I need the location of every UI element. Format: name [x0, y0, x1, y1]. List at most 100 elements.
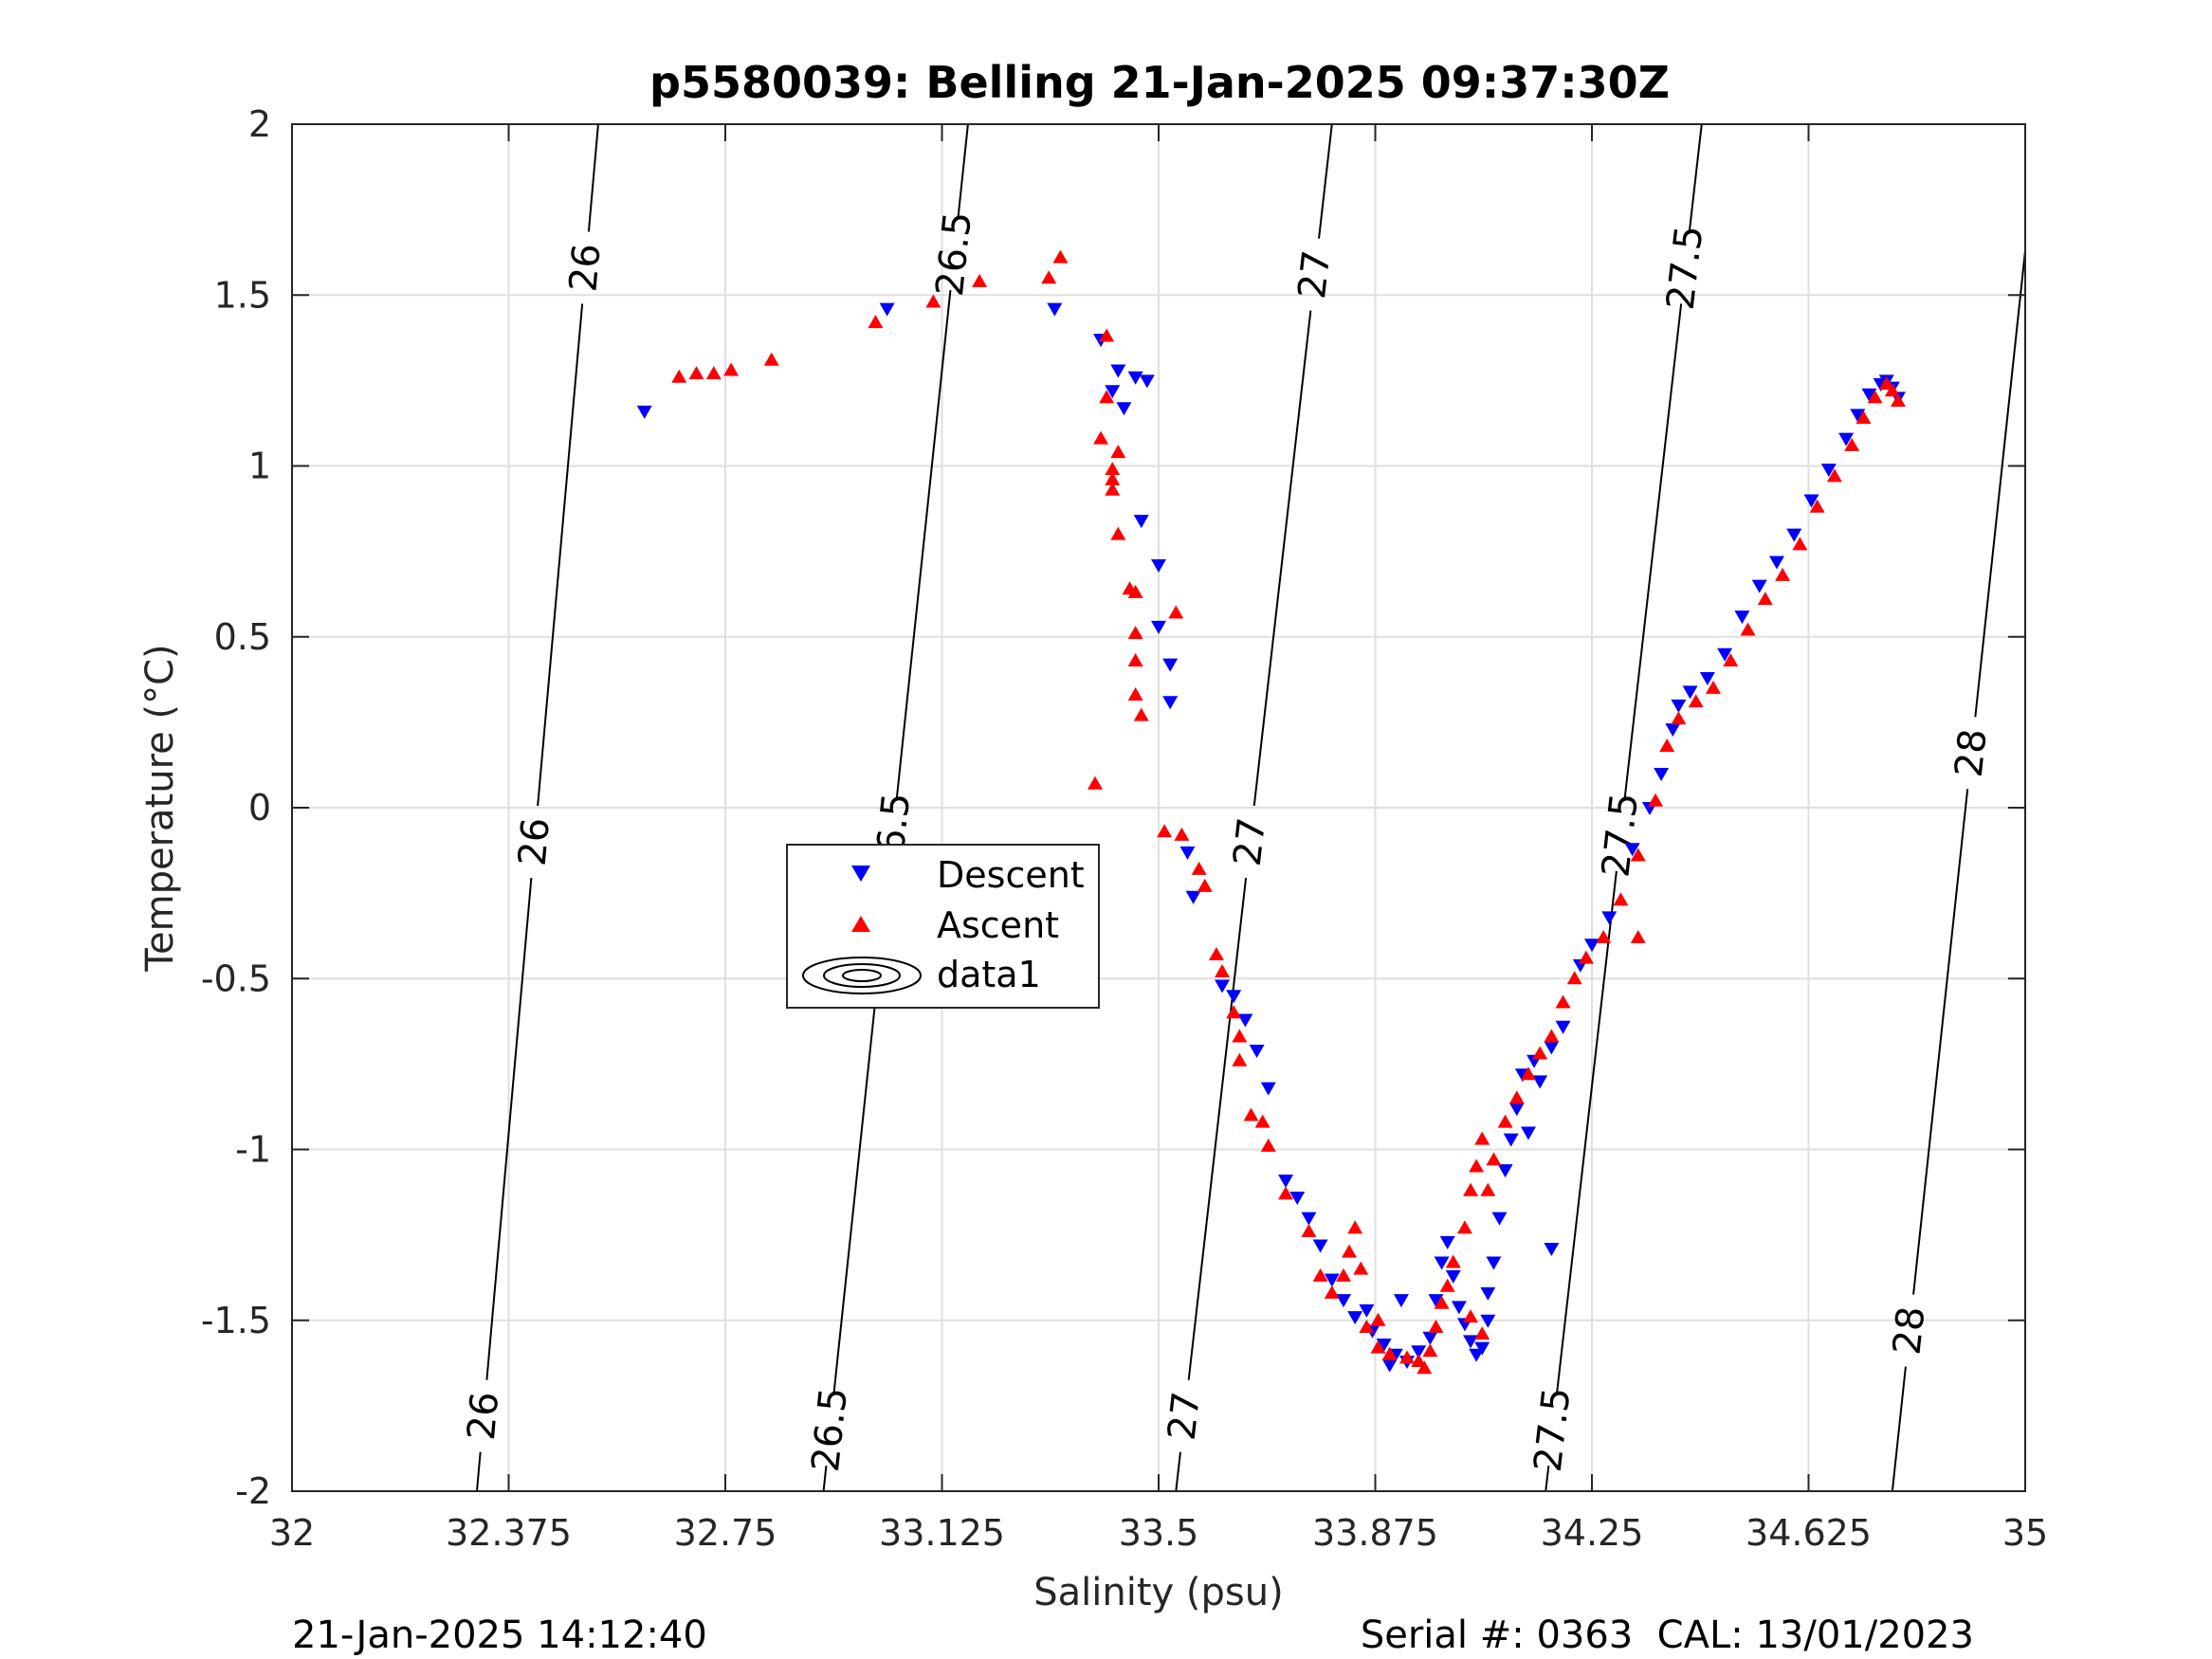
- descent-point: [636, 405, 652, 419]
- descent-point: [1508, 1103, 1525, 1117]
- descent-point: [1486, 1256, 1502, 1270]
- x-tick-label: 33.875: [1312, 1512, 1438, 1554]
- descent-point: [1768, 556, 1784, 570]
- ascent-point: [1480, 1182, 1496, 1196]
- descent-point: [1491, 1212, 1508, 1226]
- descent-point: [1786, 528, 1802, 542]
- descent-point: [1544, 1041, 1560, 1055]
- descent-point: [1480, 1314, 1496, 1328]
- isopycnal-line: [957, 123, 969, 219]
- ascent-point: [1474, 1131, 1490, 1145]
- descent-point: [1179, 846, 1196, 860]
- descent-point: [1717, 647, 1733, 662]
- y-tick-label: -1: [235, 1129, 271, 1171]
- x-tick-label: 32.375: [446, 1512, 572, 1554]
- ascent-point: [723, 362, 740, 376]
- descent-point: [1324, 1273, 1340, 1287]
- ascent-point: [1087, 775, 1103, 790]
- descent-point: [1654, 767, 1670, 781]
- ascent-point: [1532, 1046, 1548, 1060]
- isopycnal-label: 26.5: [804, 1385, 856, 1473]
- isopycnal-line: [485, 877, 533, 1380]
- ascent-point: [1508, 1090, 1525, 1104]
- ascent-point: [1105, 471, 1121, 485]
- descent-point: [1127, 371, 1143, 385]
- x-tick-label: 33.125: [879, 1512, 1005, 1554]
- descent-point: [1162, 658, 1179, 672]
- y-tick-label: -2: [235, 1470, 271, 1512]
- descent-point: [1312, 1239, 1328, 1253]
- isopycnal-line: [1688, 123, 1703, 232]
- y-tick-label: -0.5: [201, 957, 271, 999]
- x-tick-label: 32: [269, 1512, 315, 1554]
- ascent-point: [1497, 1114, 1513, 1128]
- ascent-point: [1359, 1319, 1375, 1333]
- descent-point: [1734, 611, 1750, 625]
- descent-point: [1463, 1335, 1479, 1349]
- descent-point: [1820, 464, 1837, 478]
- ascent-point: [1890, 393, 1906, 408]
- descent-point: [1439, 1235, 1455, 1249]
- ascent-point: [1740, 622, 1756, 636]
- descent-point: [1428, 1294, 1444, 1308]
- ascent-point: [1052, 249, 1069, 264]
- ascent-point: [1174, 827, 1190, 841]
- descent-point: [1215, 979, 1231, 994]
- isopycnal-line: [895, 289, 952, 799]
- isopycnal-line: [1974, 250, 2026, 718]
- isopycnal-label: 26: [561, 242, 609, 294]
- isopycnal-line: [1252, 310, 1312, 807]
- ascent-point: [1335, 1267, 1351, 1282]
- descent-point: [1532, 1075, 1548, 1089]
- ascent-point: [1208, 947, 1224, 961]
- chart-title: p5580039: Belling 21-Jan-2025 09:37:30Z: [649, 57, 1670, 108]
- footer-serial-cal: Serial #: 0363 CAL: 13/01/2023: [1361, 1613, 1974, 1657]
- descent-point: [1185, 890, 1201, 904]
- ascent-marker-icon: [851, 916, 870, 932]
- isopycnal-line: [1555, 870, 1618, 1395]
- ascent-point: [1127, 626, 1143, 640]
- ascent-point: [1630, 848, 1646, 862]
- ascent-point: [868, 315, 884, 329]
- isopycnal-line: [1187, 877, 1248, 1380]
- descent-point: [1584, 939, 1600, 953]
- ascent-point: [1191, 861, 1207, 875]
- descent-point: [1335, 1294, 1351, 1308]
- descent-marker-icon: [851, 866, 870, 882]
- isopycnal-line: [537, 303, 584, 807]
- y-tick-label: 0.5: [214, 616, 271, 658]
- ascent-point: [1445, 1254, 1461, 1268]
- ascent-point: [1324, 1285, 1340, 1299]
- descent-point: [1376, 1338, 1392, 1352]
- x-axis-label: Salinity (psu): [1033, 1571, 1283, 1614]
- ascent-point: [972, 273, 988, 287]
- ascent-point: [1878, 375, 1894, 390]
- ascent-point: [1463, 1182, 1479, 1196]
- x-tick-label: 32.75: [674, 1512, 777, 1554]
- ascent-point: [1093, 430, 1109, 445]
- descent-point: [1133, 515, 1149, 529]
- isopycnal-label: 28: [1947, 727, 1996, 780]
- ascent-point: [1260, 1138, 1276, 1152]
- ascent-point: [1456, 1220, 1472, 1234]
- descent-point: [1474, 1341, 1490, 1356]
- ascent-point: [925, 294, 941, 308]
- ascent-point: [1688, 694, 1704, 708]
- data-points: [636, 249, 1906, 1375]
- isopycnal-line: [1623, 303, 1683, 799]
- ascent-point: [1566, 971, 1582, 985]
- isopycnal-line: [1545, 1465, 1550, 1492]
- x-tick-label: 33.5: [1119, 1512, 1199, 1554]
- ascent-point: [1659, 738, 1675, 753]
- ascent-point: [1105, 462, 1121, 476]
- descent-point: [1139, 374, 1155, 389]
- ascent-point: [688, 366, 704, 380]
- ascent-point: [1884, 383, 1900, 397]
- ascent-point: [763, 352, 779, 366]
- descent-point: [1260, 1082, 1276, 1096]
- isopycnal-label: 27.5: [1659, 224, 1712, 313]
- descent-point: [1301, 1212, 1317, 1226]
- ascent-point: [1723, 652, 1739, 666]
